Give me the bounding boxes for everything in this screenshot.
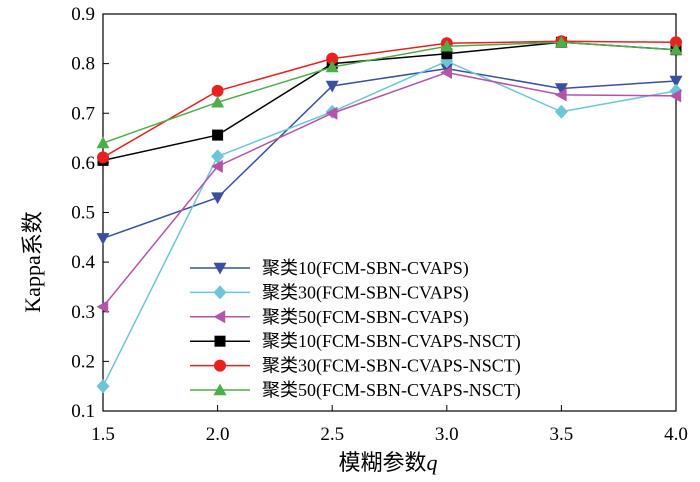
data-point — [96, 233, 110, 245]
x-axis-title-variable: q — [427, 450, 438, 475]
data-point — [669, 89, 682, 103]
legend-label: 聚类30(FCM-SBN-CVAPS-NSCT) — [262, 356, 521, 377]
legend-label: 聚类10(FCM-SBN-CVAPS) — [262, 258, 469, 279]
legend-label: 聚类50(FCM-SBN-CVAPS) — [262, 307, 469, 328]
data-point — [669, 75, 683, 88]
data-point — [97, 151, 109, 164]
series-line — [102, 71, 677, 308]
legend-item: 聚类50(FCM-SBN-CVAPS) — [190, 307, 469, 328]
x-tick-label: 1.5 — [91, 424, 115, 445]
data-point — [96, 300, 109, 314]
data-point — [326, 52, 339, 65]
data-point — [440, 39, 454, 52]
data-point — [554, 35, 568, 48]
legend-item: 聚类10(FCM-SBN-CVAPS) — [190, 258, 469, 279]
legend-marker — [214, 335, 226, 347]
x-tick-label: 3.0 — [435, 424, 459, 445]
data-point — [96, 379, 110, 394]
legend-item: 聚类50(FCM-SBN-CVAPS-NSCT) — [190, 380, 521, 401]
data-point — [211, 192, 225, 205]
x-tick-label: 2.0 — [206, 424, 230, 445]
data-point — [554, 83, 568, 95]
legend-label: 聚类50(FCM-SBN-CVAPS-NSCT) — [262, 380, 521, 401]
x-tick-label: 4.0 — [664, 424, 688, 445]
legend-marker — [213, 262, 227, 275]
data-point — [96, 136, 110, 149]
x-axis-title-text: 模糊参数 — [338, 450, 426, 475]
data-point — [325, 106, 338, 120]
series-1 — [96, 63, 683, 245]
series-line — [102, 40, 677, 159]
x-tick-label: 2.5 — [320, 424, 344, 445]
data-point — [670, 36, 682, 49]
data-point — [325, 60, 339, 73]
data-point — [440, 66, 452, 80]
data-point — [441, 48, 453, 60]
y-axis-title: Kappa系数 — [20, 211, 45, 312]
y-tick-label: 0.3 — [71, 302, 95, 323]
y-tick-label: 0.4 — [71, 252, 95, 273]
series-2 — [96, 54, 683, 394]
series-6 — [96, 35, 683, 149]
legend-marker — [214, 359, 226, 372]
legend: 聚类10(FCM-SBN-CVAPS) 聚类30(FCM-SBN-CVAPS) 聚类… — [190, 258, 521, 401]
legend-marker — [213, 383, 227, 396]
y-tick-label: 0.2 — [71, 351, 95, 372]
data-point — [554, 88, 567, 102]
series-5 — [97, 35, 682, 164]
x-axis-title: 模糊参数q — [338, 450, 437, 475]
series-line — [102, 41, 677, 144]
legend-item: 聚类10(FCM-SBN-CVAPS-NSCT) — [190, 331, 521, 352]
series-line — [102, 60, 677, 387]
data-point — [669, 43, 683, 55]
series-3 — [96, 66, 682, 314]
legend-item: 聚类30(FCM-SBN-CVAPS) — [190, 282, 469, 303]
data-point — [211, 84, 224, 97]
series-layer — [96, 35, 683, 394]
series-line — [102, 41, 677, 162]
legend-label: 聚类30(FCM-SBN-CVAPS) — [262, 282, 469, 303]
x-tick-label: 3.5 — [550, 424, 574, 445]
data-point — [211, 159, 223, 173]
legend-marker — [213, 310, 226, 324]
y-tick-label: 0.6 — [71, 153, 95, 174]
y-tick-label: 0.8 — [71, 54, 95, 75]
series-line — [102, 67, 677, 240]
legend-marker — [213, 285, 227, 300]
data-point — [554, 104, 568, 119]
data-point — [211, 95, 225, 108]
x-axis-ticks: 1.5 2.0 2.5 3.0 3.5 4.0 — [91, 405, 688, 445]
y-axis-ticks: 0.1 0.2 0.3 0.4 0.5 0.6 0.7 0.8 0.9 — [71, 4, 109, 422]
data-point — [212, 129, 224, 141]
legend-item: 聚类30(FCM-SBN-CVAPS-NSCT) — [190, 356, 521, 377]
y-tick-label: 0.7 — [71, 103, 95, 124]
y-tick-label: 0.5 — [71, 203, 95, 224]
legend-label: 聚类10(FCM-SBN-CVAPS-NSCT) — [262, 331, 521, 352]
y-tick-label: 0.1 — [71, 401, 95, 422]
data-point — [325, 80, 339, 93]
data-point — [211, 149, 225, 164]
y-tick-label: 0.9 — [71, 4, 95, 25]
